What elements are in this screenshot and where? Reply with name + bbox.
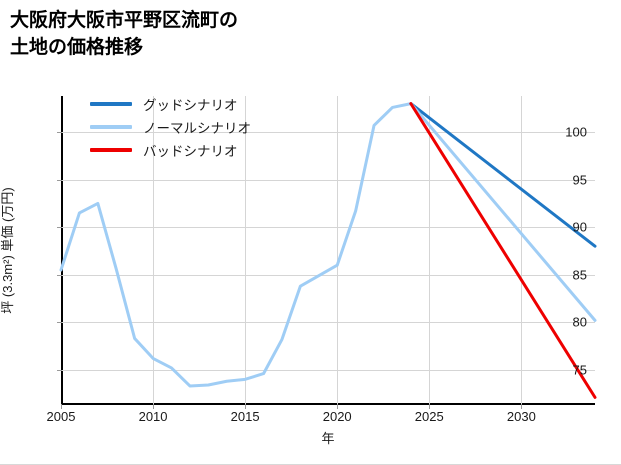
- plot-area: 75 80 85 90 95 100 2005 2010 2015 2020 2025 2030: [47, 96, 597, 424]
- x-tick-label: 2020: [322, 409, 352, 424]
- gridline-vertical: [337, 96, 339, 405]
- legend-entry[interactable]: バッドシナリオ: [90, 138, 320, 161]
- y-tick-mark: [57, 274, 62, 276]
- y-tick-label: 85: [572, 267, 587, 283]
- page-title: 大阪府大阪市平野区流町の 土地の価格推移: [10, 10, 239, 58]
- gridline-vertical: [429, 96, 431, 405]
- gridline-horizontal: [61, 132, 595, 134]
- x-tick-mark: [153, 404, 155, 409]
- series-line: [409, 102, 597, 399]
- y-tick-label: 100: [565, 124, 587, 140]
- legend-swatch-icon: [90, 124, 132, 129]
- gridline-horizontal: [61, 227, 595, 229]
- legend-label: バッドシナリオ: [143, 143, 238, 159]
- x-tick-mark: [429, 404, 431, 409]
- y-tick-mark: [57, 369, 62, 371]
- series-line: [59, 102, 413, 388]
- x-tick-label: 2025: [414, 409, 444, 424]
- gridline-horizontal: [61, 179, 595, 181]
- legend-label: ノーマルシナリオ: [143, 120, 251, 136]
- y-axis-line: [61, 96, 63, 405]
- legend-swatch-icon: [90, 147, 132, 152]
- x-tick-label: 2030: [506, 409, 536, 424]
- y-tick-label: 75: [572, 362, 587, 378]
- gridline-vertical: [521, 96, 523, 405]
- legend-entry[interactable]: ノーマルシナリオ: [90, 115, 320, 138]
- x-axis-label: 年: [321, 431, 335, 446]
- y-tick-label: 80: [572, 314, 587, 330]
- gridline-vertical: [245, 96, 247, 405]
- series-layer: [59, 102, 597, 399]
- series-line: [409, 102, 597, 248]
- gridline-horizontal: [61, 274, 595, 276]
- y-tick-mark: [57, 227, 62, 229]
- x-tick-mark: [61, 404, 62, 409]
- x-tick-label: 2015: [230, 409, 260, 424]
- y-tick-label: 90: [572, 219, 587, 235]
- x-axis-line: [61, 403, 595, 405]
- x-tick-label: 2010: [138, 409, 168, 424]
- x-tick-label: 2005: [46, 409, 76, 424]
- x-tick-mark: [521, 404, 523, 409]
- chart-legend: グッドシナリオ ノーマルシナリオ バッドシナリオ: [90, 92, 320, 161]
- series-line: [409, 102, 597, 322]
- x-tick-mark: [337, 404, 339, 409]
- y-tick-mark: [57, 179, 62, 181]
- y-axis-label: 坪 (3.3m²) 単価 (万円): [0, 187, 15, 314]
- legend-swatch-icon: [90, 101, 132, 106]
- y-tick-mark: [57, 132, 62, 134]
- gridline-horizontal: [61, 322, 595, 324]
- y-tick-mark: [57, 322, 62, 324]
- y-tick-label: 95: [572, 172, 587, 188]
- gridline-horizontal: [61, 369, 595, 371]
- legend-label: グッドシナリオ: [143, 97, 238, 113]
- x-tick-mark: [245, 404, 247, 409]
- legend-entry[interactable]: グッドシナリオ: [90, 92, 320, 115]
- gridline-vertical: [153, 96, 155, 405]
